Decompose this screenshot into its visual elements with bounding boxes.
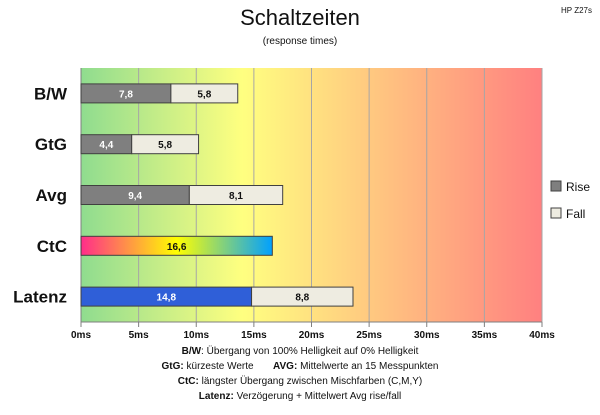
bar-label-rise: 4,4 [99,140,113,151]
bar-label-fall: 8,1 [229,191,243,202]
bar-label-fall: 8,8 [295,293,309,304]
category-label: GtG [35,135,67,154]
category-label: CtC [37,237,67,256]
note-ctc-text: längster Übergang zwischen Mischfarben (… [198,376,423,387]
chart-title: Schaltzeiten [240,5,360,30]
bar-fall [188,185,284,205]
x-tick-label: 25ms [356,330,382,341]
bar-fall [170,83,239,104]
legend-label: Fall [566,207,585,221]
bar-ctc [80,235,273,256]
monitor-model-label: HP Z27s [561,6,592,15]
x-tick-label: 10ms [183,330,209,341]
note-bw-text: : Übergang von 100% Helligkeit auf 0% He… [201,346,419,357]
bar-label-fall: 5,8 [158,140,172,151]
x-tick-label: 0ms [71,330,91,341]
legend-swatch [550,207,562,219]
note-bw-key: B/W [181,346,202,357]
note-bw: B/W: Übergang von 100% Helligkeit auf 0%… [0,344,600,359]
x-tick-label: 15ms [241,330,267,341]
note-latenz-text: Verzögerung + Mittelwert Avg rise/fall [233,391,402,402]
legend-label: Rise [566,180,590,194]
chart-subtitle: (response times) [262,36,338,47]
legend-swatch [550,180,562,192]
category-label: Avg [36,186,68,205]
x-tick-label: 20ms [299,330,325,341]
bar-label-ctc: 16,6 [167,242,187,253]
bar-label-rise: 9,4 [128,191,142,202]
note-latenz: Latenz: Verzögerung + Mittelwert Avg ris… [0,389,600,404]
bar-fall [251,286,354,307]
category-label: B/W [34,84,68,103]
note-gtg-text: kürzeste Werte [183,361,254,372]
note-gtg-avg: GtG: kürzeste Werte AVG: Mittelwerte an … [0,359,600,374]
note-avg-text: Mittelwerte an 15 Messpunkten [297,361,439,372]
note-avg-key: AVG: [273,361,298,372]
note-gtg-key: GtG: [161,361,184,372]
bar-chart: 0ms 5ms 10ms 15ms 20ms 25ms 30ms 35ms 40ms B/W 7,… [13,68,590,341]
note-ctc-key: CtC: [177,376,199,387]
chart-notes: B/W: Übergang von 100% Helligkeit auf 0%… [0,344,600,404]
note-ctc: CtC: längster Übergang zwischen Mischfar… [0,374,600,389]
bar-label-rise: 14,8 [157,293,177,304]
category-label: Latenz [13,288,67,307]
bar-fall [131,134,200,155]
x-tick-label: 5ms [129,330,149,341]
x-tick-label: 40ms [529,330,555,341]
note-latenz-key: Latenz: [198,391,234,402]
bar-label-rise: 7,8 [119,89,133,100]
x-tick-label: 30ms [414,330,440,341]
bar-label-fall: 5,8 [197,89,211,100]
x-tick-label: 35ms [472,330,498,341]
